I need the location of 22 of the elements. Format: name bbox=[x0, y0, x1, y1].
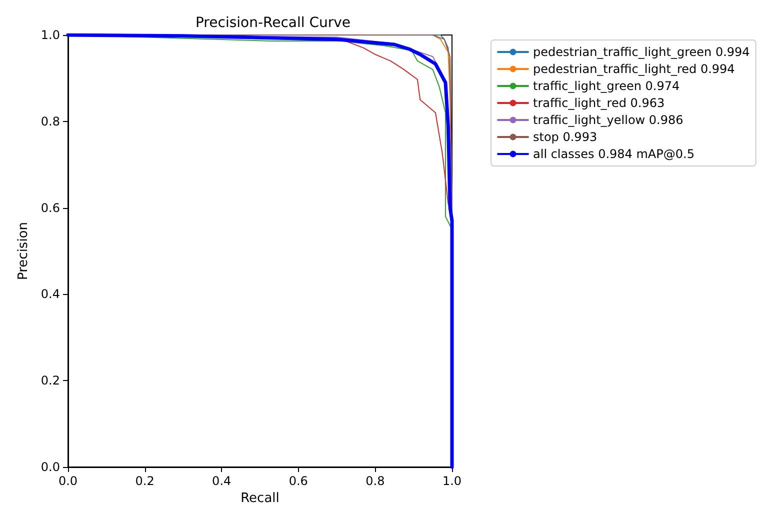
legend-label: stop 0.993 bbox=[533, 130, 598, 144]
legend-label: all classes 0.984 mAP@0.5 bbox=[533, 147, 694, 161]
x-tick-label: 0.4 bbox=[212, 474, 232, 488]
y-axis-title: Precision bbox=[16, 222, 32, 280]
x-axis-title: Recall bbox=[240, 490, 280, 506]
chart-title: Precision-Recall Curve bbox=[195, 15, 351, 31]
y-tick-label: 1.0 bbox=[40, 28, 60, 42]
y-tick-label: 0.2 bbox=[40, 374, 60, 388]
x-tick-label: 0.8 bbox=[366, 474, 385, 488]
x-tick-label: 0.2 bbox=[135, 474, 154, 488]
x-tick-label: 0.0 bbox=[58, 474, 78, 488]
legend-label: traffic_light_yellow 0.986 bbox=[533, 113, 684, 127]
y-tick-label: 0.0 bbox=[40, 460, 60, 474]
y-tick-label: 0.8 bbox=[40, 114, 60, 128]
x-tick-label: 1.0 bbox=[442, 474, 462, 488]
legend-label: pedestrian_traffic_light_red 0.994 bbox=[533, 62, 735, 76]
legend-label: traffic_light_red 0.963 bbox=[533, 96, 665, 110]
x-tick-label: 0.6 bbox=[288, 474, 308, 488]
legend-label: traffic_light_green 0.974 bbox=[533, 79, 680, 93]
y-tick-label: 0.4 bbox=[40, 287, 60, 302]
legend-label: pedestrian_traffic_light_green 0.994 bbox=[533, 45, 750, 59]
y-tick-label: 0.6 bbox=[40, 200, 60, 215]
